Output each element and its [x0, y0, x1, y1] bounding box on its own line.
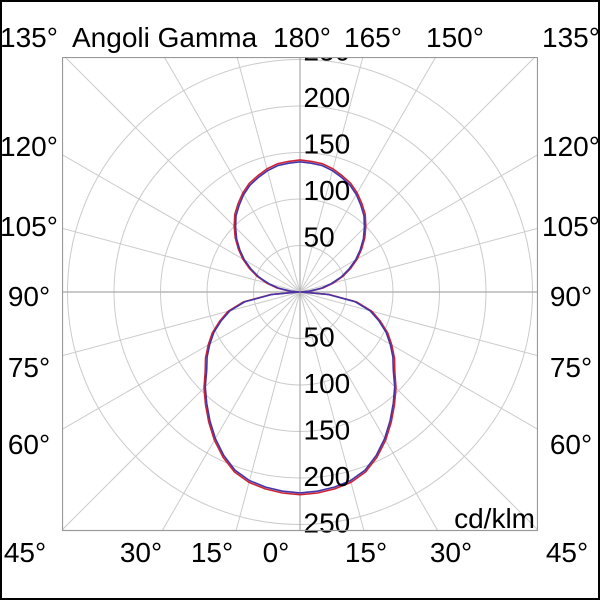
chart-title: Angoli Gamma — [72, 22, 258, 53]
curve-blue — [204, 161, 396, 494]
ring-label-up: 200 — [304, 82, 351, 113]
grid-radial-line — [161, 291, 301, 531]
grid-radial-line — [299, 291, 365, 531]
angle-label-top-180: 180° — [273, 22, 331, 53]
ring-label-down: 250 — [304, 508, 351, 539]
ring-label-down: 200 — [304, 461, 351, 492]
ring-label-down: 100 — [304, 368, 351, 399]
angle-label-bottom-30-right: 30° — [429, 537, 473, 568]
angle-label-left-75: 75° — [7, 352, 51, 383]
curve-red — [203, 159, 397, 496]
angle-label-left-105: 105° — [0, 211, 58, 242]
angle-label-right-60: 60° — [549, 429, 593, 460]
grid-radial-line — [62, 291, 301, 531]
grid-radial-line — [299, 291, 439, 531]
angle-label-bottom-30-left: 30° — [119, 537, 163, 568]
grid-radial-line — [62, 227, 301, 293]
grid-radial-line — [235, 291, 301, 531]
ring-label-up: 100 — [304, 175, 351, 206]
polar-chart: 50 50 100 100 150 150 200 200 250 250 cd/klm — [62, 57, 538, 539]
ring-value-labels: 50 50 100 100 150 150 200 200 250 250 cd/klm — [304, 57, 536, 539]
grid-radial-line — [64, 57, 301, 293]
angle-label-bottom-45-left: 45° — [3, 537, 47, 568]
angle-label-bottom-45-right: 45° — [545, 537, 589, 568]
angle-label-top-135-left: 135° — [0, 22, 58, 53]
grid-radial-line — [299, 57, 536, 293]
ring-label-up: 150 — [304, 129, 351, 160]
ring-label-down: 150 — [304, 415, 351, 446]
angle-label-right-105: 105° — [542, 211, 600, 242]
grid-radial-line — [62, 291, 301, 430]
angle-label-bottom-0: 0° — [262, 537, 290, 568]
unit-label: cd/klm — [454, 503, 535, 534]
angle-label-top-165: 165° — [344, 22, 402, 53]
angle-label-right-120: 120° — [542, 131, 600, 162]
angle-label-top-135-right: 135° — [542, 22, 600, 53]
grid-radial-line — [299, 291, 538, 430]
ring-label-up: 250 — [304, 57, 351, 67]
grid-radial-line — [62, 291, 301, 357]
angle-label-left-60: 60° — [7, 429, 51, 460]
grid-radial-line — [299, 57, 437, 293]
angle-label-left-120: 120° — [0, 131, 58, 162]
grid-radial-line — [299, 227, 538, 293]
angle-label-top-150: 150° — [426, 22, 484, 53]
grid-radial-line — [236, 57, 301, 293]
ring-label-down: 50 — [304, 322, 335, 353]
plot-border — [62, 57, 538, 532]
angle-label-left-90: 90° — [7, 281, 51, 312]
grid-radial-line — [163, 57, 301, 293]
grid-radial-line — [299, 291, 538, 531]
grid-radial-line — [299, 291, 538, 357]
angle-label-bottom-15-left: 15° — [190, 537, 234, 568]
angle-label-bottom-15-right: 15° — [344, 537, 388, 568]
intensity-curves — [203, 159, 397, 496]
angle-label-right-75: 75° — [549, 352, 593, 383]
ring-label-up: 50 — [304, 222, 335, 253]
polar-grid — [62, 57, 538, 531]
angle-label-right-90: 90° — [549, 281, 593, 312]
grid-radial-line — [299, 57, 364, 293]
